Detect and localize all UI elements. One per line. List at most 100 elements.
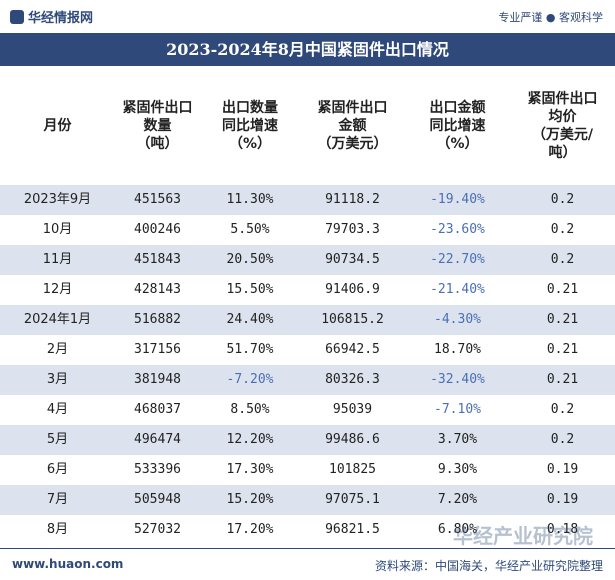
table-cell: 0.2 xyxy=(550,252,575,267)
header-line: 均价 xyxy=(548,108,577,125)
table-cell: 7.20% xyxy=(437,492,478,507)
table-cell: -21.40% xyxy=(430,282,485,297)
table-cell: 2024年1月 xyxy=(23,312,92,327)
table-cell: 317156 xyxy=(134,342,181,357)
table-cell: -7.10% xyxy=(434,402,481,417)
table-cell: 0.19 xyxy=(546,492,579,507)
table-cell: 15.50% xyxy=(226,282,274,297)
table-cell: 2023年9月 xyxy=(23,192,92,207)
table-cell: -23.60% xyxy=(430,222,485,237)
table-cell: 80326.3 xyxy=(325,372,380,387)
table-row: 11月 451843 20.50% 90734.5 -22.70% 0.2 xyxy=(0,245,615,275)
table-cell: 0.21 xyxy=(546,282,579,297)
table-cell: 0.21 xyxy=(546,372,579,387)
header-line: 同比增速 xyxy=(429,117,486,134)
table-cell: 3月 xyxy=(46,372,69,387)
table-cell: 12月 xyxy=(42,282,73,297)
table-cell: 11月 xyxy=(42,252,73,267)
table-cell: 8月 xyxy=(46,522,69,537)
table-cell: 400246 xyxy=(134,222,181,237)
table-cell: 6月 xyxy=(46,462,69,477)
table-cell: 11.30% xyxy=(226,192,274,207)
table-cell: 451843 xyxy=(134,252,181,267)
table-row: 2024年1月 516882 24.40% 106815.2 -4.30% 0.21 xyxy=(0,305,615,335)
table-cell: 381948 xyxy=(134,372,181,387)
header-cell: 月份 xyxy=(0,66,115,185)
table-cell: 0.19 xyxy=(546,462,579,477)
table-cell: 0.2 xyxy=(550,192,575,207)
footer: www.huaon.com 资料来源：中国海关，华经产业研究院整理 xyxy=(0,548,615,580)
table-cell: 99486.6 xyxy=(325,432,380,447)
table-cell: 20.50% xyxy=(226,252,274,267)
table-cell: 505948 xyxy=(134,492,181,507)
table-cell: 527032 xyxy=(134,522,181,537)
table-cell: 79703.3 xyxy=(325,222,380,237)
header-line: 吨） xyxy=(548,144,577,161)
header-cell: 出口金额 同比增速 （%） xyxy=(405,66,510,185)
table-row: 2月 317156 51.70% 66942.5 18.70% 0.21 xyxy=(0,335,615,365)
table-cell: 6.80% xyxy=(437,522,478,537)
table-cell: 91118.2 xyxy=(325,192,380,207)
table-cell: 90734.5 xyxy=(325,252,380,267)
table-cell: 516882 xyxy=(134,312,181,327)
header-cell: 紧固件出口 数量 （吨） xyxy=(115,66,200,185)
logo-text: 华经情报网 xyxy=(28,11,94,26)
header-line: 紧固件出口 xyxy=(527,90,598,107)
watermark: 华经产业研究院 xyxy=(453,524,593,548)
table-row: 12月 428143 15.50% 91406.9 -21.40% 0.21 xyxy=(0,275,615,305)
table-cell: 18.70% xyxy=(434,342,481,357)
table-cell: 12.20% xyxy=(226,432,274,447)
table-cell: 106815.2 xyxy=(321,312,384,327)
site: www.huaon.com xyxy=(12,557,124,571)
header-line: （%） xyxy=(436,135,479,152)
table-cell: 2月 xyxy=(46,342,69,357)
table-cell: 3.70% xyxy=(437,432,478,447)
table-row: 5月 496474 12.20% 99486.6 3.70% 0.2 xyxy=(0,425,615,455)
header-line: （吨） xyxy=(136,135,179,152)
table-cell: 5.50% xyxy=(230,222,270,237)
table-cell: 24.40% xyxy=(226,312,274,327)
header-line: 金额 xyxy=(338,117,367,134)
table-row: 4月 468037 8.50% 95039 -7.10% 0.2 xyxy=(0,395,615,425)
table-cell: 0.2 xyxy=(550,402,575,417)
header-line: 同比增速 xyxy=(222,117,278,134)
table-cell: 428143 xyxy=(134,282,181,297)
table-cell: 66942.5 xyxy=(325,342,380,357)
table-cell: -32.40% xyxy=(430,372,485,387)
table-cell: 0.18 xyxy=(546,522,579,537)
slogan: 专业严谨 ● 客观科学 xyxy=(498,11,603,24)
table-cell: 7月 xyxy=(46,492,69,507)
table-cell: 17.30% xyxy=(226,462,274,477)
table-cell: 97075.1 xyxy=(325,492,380,507)
table-cell: -7.20% xyxy=(226,372,274,387)
header-cell: 出口数量 同比增速 （%） xyxy=(200,66,300,185)
table-cell: 468037 xyxy=(134,402,181,417)
header-line: 数量 xyxy=(143,117,172,134)
table-cell: 9.30% xyxy=(437,462,478,477)
header-line: （%） xyxy=(228,135,272,152)
header-line: 月份 xyxy=(43,117,72,134)
table-cell: 101825 xyxy=(329,462,376,477)
table-cell: 10月 xyxy=(42,222,73,237)
table-cell: 8.50% xyxy=(230,402,270,417)
table-cell: -19.40% xyxy=(430,192,485,207)
table-cell: 17.20% xyxy=(226,522,274,537)
table-row: 7月 505948 15.20% 97075.1 7.20% 0.19 xyxy=(0,485,615,515)
header-line: 紧固件出口 xyxy=(122,99,193,116)
table-cell: 96821.5 xyxy=(325,522,380,537)
table-cell: 0.2 xyxy=(550,432,575,447)
header-cell: 紧固件出口 均价 （万美元/吨） xyxy=(510,66,615,185)
table-row: 8月 527032 17.20% 96821.5 6.80% 0.18 xyxy=(0,515,615,545)
table-cell: 533396 xyxy=(134,462,181,477)
table-row: 6月 533396 17.30% 101825 9.30% 0.19 xyxy=(0,455,615,485)
table-cell: -22.70% xyxy=(430,252,485,267)
table-row: 3月 381948 -7.20% 80326.3 -32.40% 0.21 xyxy=(0,365,615,395)
table-cell: 4月 xyxy=(46,402,69,417)
header-line: 出口数量 xyxy=(222,99,278,116)
table-cell: 0.21 xyxy=(546,312,579,327)
table-cell: 5月 xyxy=(46,432,69,447)
header-line: 出口金额 xyxy=(429,99,486,116)
header-line: （万美元/ xyxy=(531,126,594,143)
table-row: 2023年9月 451563 11.30% 91118.2 -19.40% 0.2 xyxy=(0,185,615,215)
